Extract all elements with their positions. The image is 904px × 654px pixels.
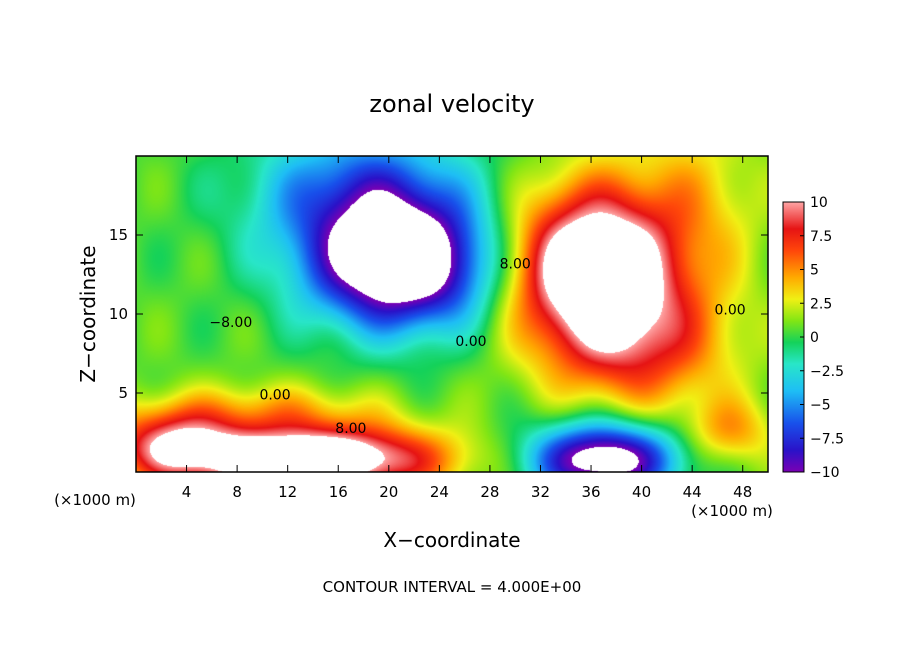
x-tick-label: 28 (480, 483, 499, 501)
contour-label: 8.00 (335, 421, 366, 437)
colorbar-tick-label: 5 (810, 263, 819, 279)
x-tick-label: 20 (379, 483, 398, 501)
footer-contour-interval: CONTOUR INTERVAL = 4.000E+00 (323, 578, 582, 596)
x-tick-label: 24 (430, 483, 449, 501)
colorbar-tick-label: 10 (810, 195, 828, 211)
contour-label: −8.00 (209, 315, 252, 331)
colorbar-tick-label: −2.5 (810, 364, 844, 380)
colorbar-tick-label: 7.5 (810, 229, 832, 245)
y-tick-label: 15 (109, 226, 128, 244)
colorbar-tick-label: 2.5 (810, 296, 832, 312)
colorbar: 10 7.5 5 2.5 0 −2.5 −5 −7.5 −10 (782, 195, 844, 481)
x-axis-ticks: 4 8 12 16 20 24 28 32 36 40 44 48 (182, 156, 752, 501)
x-tick-label: 12 (278, 483, 297, 501)
chart-title: zonal velocity (369, 90, 534, 118)
colorbar-tick-label: −7.5 (810, 431, 844, 447)
y-tick-label: 5 (118, 384, 128, 402)
y-tick-label: 10 (109, 305, 128, 323)
contour-label: 0.00 (455, 334, 486, 350)
x-tick-label: 32 (531, 483, 550, 501)
x-tick-label: 8 (232, 483, 242, 501)
heatmap-field (136, 156, 768, 472)
x-tick-label: 16 (329, 483, 348, 501)
x-tick-label: 48 (733, 483, 752, 501)
heatmap-image (136, 156, 768, 472)
x-unit-label-left: (×1000 m) (54, 491, 136, 509)
y-axis-ticks: 5 10 15 (109, 226, 768, 402)
contour-label: 0.00 (259, 388, 290, 404)
contour-label: 8.00 (500, 256, 531, 272)
x-tick-label: 44 (683, 483, 702, 501)
colorbar-tick-label: 0 (810, 330, 819, 346)
x-tick-label: 36 (581, 483, 600, 501)
colorbar-tick-label: −10 (810, 465, 840, 481)
colorbar-tick-label: −5 (810, 398, 831, 414)
x-axis-label: X−coordinate (383, 528, 520, 552)
x-tick-label: 4 (182, 483, 192, 501)
colorbar-ticks: 10 7.5 5 2.5 0 −2.5 −5 −7.5 −10 (800, 195, 844, 481)
contour-labels: 8.00 0.00 −8.00 0.00 8.00 0.00 (209, 256, 745, 436)
contour-label: 0.00 (714, 302, 745, 318)
x-tick-label: 40 (632, 483, 651, 501)
y-axis-label: Z−coordinate (76, 245, 100, 382)
x-unit-label-right: (×1000 m) (691, 502, 773, 520)
